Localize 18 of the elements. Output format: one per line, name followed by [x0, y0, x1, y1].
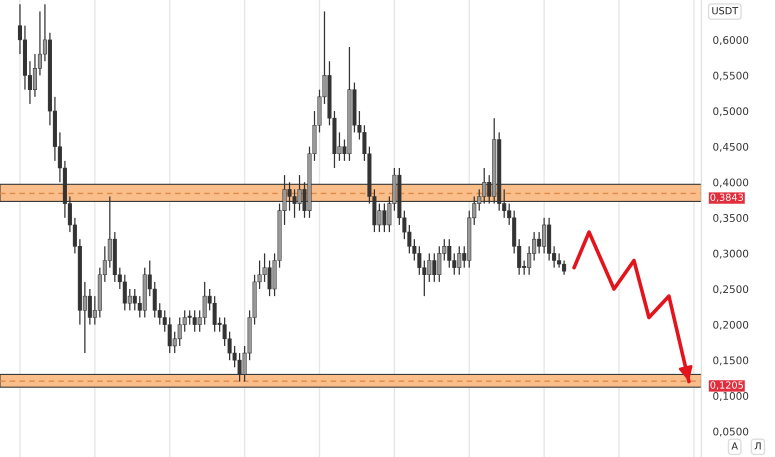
y-tick-label: 0,4500 [713, 142, 748, 152]
y-tick-label: 0,3500 [713, 214, 748, 223]
y-tick-label: 0,1000 [713, 392, 748, 401]
text: Л [754, 442, 761, 450]
y-tick-label: 0,5500 [713, 72, 748, 81]
y-tick-label: 0,3000 [713, 250, 748, 259]
y-tick-label: 0,4000 [713, 178, 748, 188]
text: USDT [712, 7, 738, 14]
ref-line-label: 0,1205 [710, 381, 743, 390]
text: A [731, 442, 738, 450]
y-tick-label: 0,2500 [713, 285, 748, 294]
y-tick-label: 0,6000 [713, 36, 748, 46]
y-tick-label: 0,1500 [713, 356, 748, 366]
line-series [572, 230, 691, 384]
y-tick-label: 0,2000 [713, 320, 748, 330]
y-tick-label: 0,0500 [713, 428, 748, 437]
y-tick-label: 0,5000 [713, 107, 748, 116]
ref-line-label: 0,3843 [710, 194, 744, 202]
